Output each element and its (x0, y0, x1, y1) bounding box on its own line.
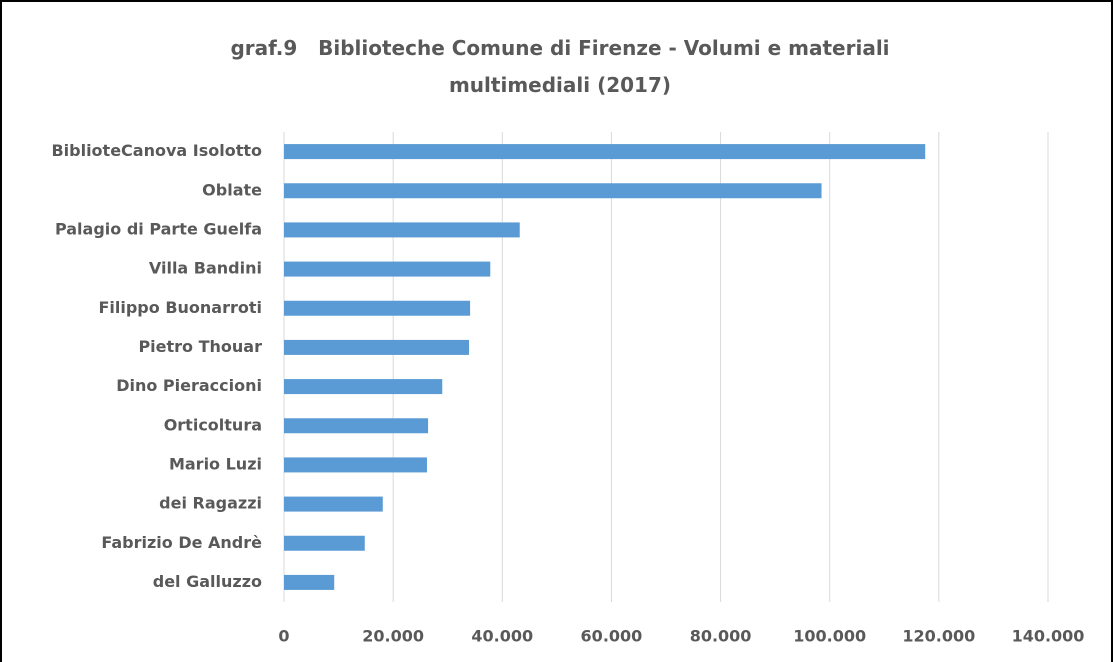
x-tick-label: 40.000 (471, 627, 533, 646)
chart-title: graf.9 Biblioteche Comune di Firenze - V… (230, 36, 904, 97)
bar (284, 300, 471, 316)
bar (284, 144, 926, 160)
y-tick-label: Filippo Buonarroti (98, 298, 262, 317)
y-tick-label: Fabrizio De Andrè (101, 533, 262, 552)
bar (284, 418, 429, 434)
bar (284, 457, 427, 473)
bar (284, 183, 822, 199)
y-tick-label: Pietro Thouar (138, 337, 262, 356)
x-tick-label: 80.000 (690, 627, 752, 646)
x-tick-label: 20.000 (362, 627, 424, 646)
y-tick-label: Oblate (202, 180, 262, 199)
x-tick-label: 140.000 (1012, 627, 1085, 646)
y-tick-label: dei Ragazzi (159, 494, 262, 513)
bar (284, 379, 443, 395)
y-tick-label: Villa Bandini (149, 259, 262, 278)
y-tick-label: Orticoltura (164, 415, 262, 434)
bar (284, 574, 335, 590)
x-tick-label: 100.000 (793, 627, 866, 646)
y-tick-label: Mario Luzi (169, 454, 262, 473)
bar (284, 496, 383, 512)
y-tick-label: Dino Pieraccioni (116, 376, 262, 395)
bar (284, 222, 520, 238)
bar (284, 261, 491, 277)
y-tick-label: BiblioteCanova Isolotto (51, 141, 262, 160)
x-tick-label: 120.000 (902, 627, 975, 646)
x-tick-label: 60.000 (581, 627, 643, 646)
y-tick-label: Palagio di Parte Guelfa (55, 219, 262, 238)
x-tick-label: 0 (278, 627, 289, 646)
bar (284, 339, 469, 355)
y-tick-label: del Galluzzo (153, 572, 262, 591)
bar (284, 535, 365, 551)
